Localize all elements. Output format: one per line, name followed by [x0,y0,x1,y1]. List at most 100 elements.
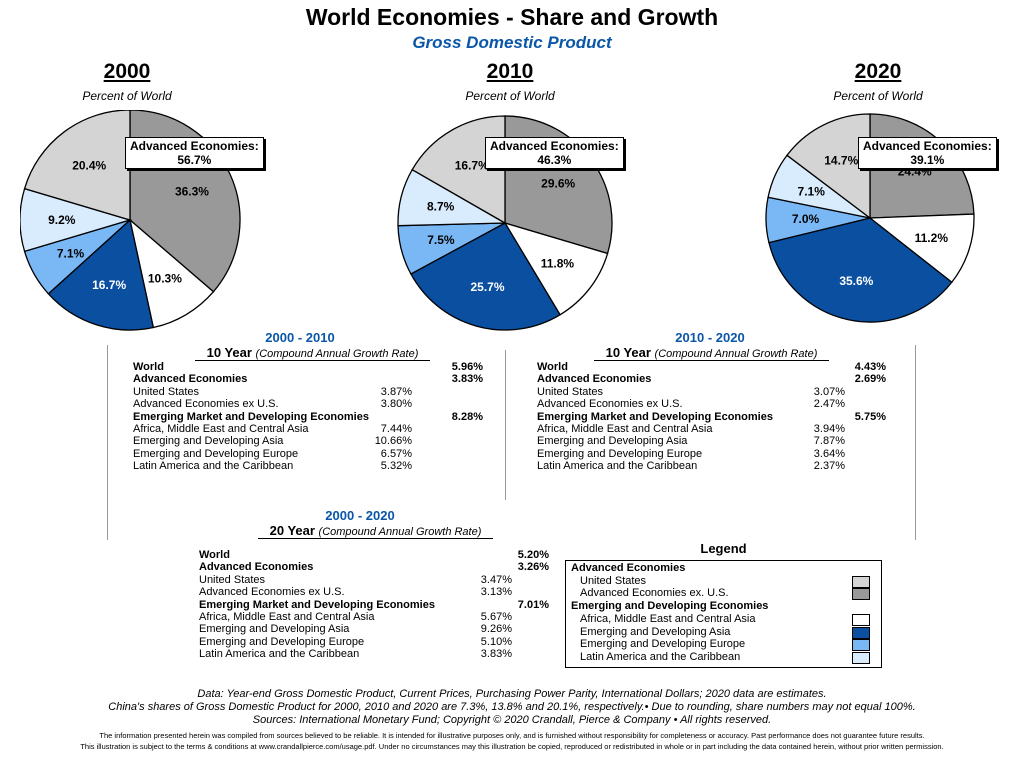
pie-slice-united-states [786,113,871,220]
pie-slice-united-states [23,110,131,221]
callout-value: 56.7% [177,153,212,167]
growth-row-label: Emerging Market and Developing Economies [537,410,773,423]
legend-label-emerging-and-developing-asia: Emerging and Developing Asia [580,625,731,638]
pie-slice-africa-middle-east-and-central-asia [128,218,215,329]
pie-label-latin-america-and-the-caribbean: 8.7% [427,200,455,214]
growth-row-value: 3.64% [813,447,845,460]
growth-row-label: Africa, Middle East and Central Asia [133,423,309,435]
growth-row-label: Emerging Market and Developing Economies [199,598,435,611]
pie-label-emerging-and-developing-asia: 35.6% [839,274,873,288]
pie-slice-africa-middle-east-and-central-asia [503,221,609,316]
growth-header-2000-2010: 10 Year (Compound Annual Growth Rate) [195,345,430,361]
legend-swatch-emerging-and-developing-asia [852,626,870,639]
growth-header-2010-2020: 10 Year (Compound Annual Growth Rate) [594,345,829,361]
pie-slice-emerging-and-developing-asia [768,217,953,323]
legend-title: Legend [700,541,747,556]
growth-row-label: Africa, Middle East and Central Asia [199,611,375,623]
growth-row-label: Emerging and Developing Europe [133,447,299,460]
callout-value: 46.3% [537,153,572,167]
growth-period-2000-2010: 2000 - 2010 [265,330,335,345]
legend-swatch-advanced-economies-ex-u-s [852,588,870,601]
legend-label-africa-middle-east-and-central-asia: Africa, Middle East and Central Asia [580,612,756,625]
legend-box: Advanced Economies United States Advanced … [565,560,882,668]
legend-label-advanced-economies-ex-u-s: Advanced Economies ex. U.S. [580,587,729,600]
header-bold: 10 Year [605,345,651,360]
growth-row-label: World [199,549,230,561]
legend-label-united-states: United States [580,574,647,587]
growth-row-label: Advanced Economies ex U.S. [199,586,345,599]
growth-row-value: 3.13% [480,586,512,599]
growth-row-label: Emerging and Developing Asia [537,435,688,448]
callout-label: Advanced Economies: [863,139,992,153]
header-italic: (Compound Annual Growth Rate) [318,526,482,538]
growth-row-label: United States [537,385,604,398]
divider-left [107,345,108,540]
growth-row-value: 3.83% [480,648,512,661]
footnote-data: Data: Year-end Gross Domestic Product, C… [197,688,827,700]
growth-row-value: 5.75% [854,410,886,423]
growth-row-value: 3.80% [380,398,412,411]
growth-row-value: 3.07% [813,385,845,398]
disclaimer-1: The information presented herein was com… [99,731,925,740]
growth-header-2000-2020: 20 Year (Compound Annual Growth Rate) [258,523,493,539]
pie-label-united-states: 14.7% [824,153,858,167]
growth-row-label: Emerging and Developing Europe [199,635,365,648]
pie-label-latin-america-and-the-caribbean: 9.2% [48,213,76,227]
pie-slice-emerging-and-developing-asia [410,222,561,331]
pie-label-advanced-economies-ex-u-s: 29.6% [541,176,575,190]
pie-label-africa-middle-east-and-central-asia: 11.2% [915,231,949,245]
legend-label-emerging-and-developing-economies: Emerging and Developing Economies [571,600,769,613]
growth-row-value: 9.26% [480,623,512,636]
growth-row-label: Africa, Middle East and Central Asia [537,423,713,435]
callout-label: Advanced Economies: [130,139,259,153]
disclaimer-2: This illustration is subject to the term… [80,742,944,751]
growth-row-value: 6.57% [380,447,412,460]
legend-label-emerging-and-developing-europe: Emerging and Developing Europe [580,638,746,651]
pie-2010-subtitle: Percent of World [465,89,555,103]
growth-row-label: World [537,361,568,373]
pie-label-united-states: 20.4% [72,158,106,172]
pie-slice-united-states [411,115,506,225]
growth-row-value: 8.28% [451,410,483,423]
legend-label-advanced-economies: Advanced Economies [571,562,686,574]
pie-2000-year: 2000 [103,60,151,83]
growth-row-label: Emerging Market and Developing Economies [133,410,369,423]
legend-swatch-emerging-and-developing-europe [852,639,870,652]
growth-row-value: 3.47% [480,573,512,586]
pie-2000-subtitle: Percent of World [82,89,172,103]
callout-label: Advanced Economies: [490,139,619,153]
page-subtitle: Gross Domestic Product [412,33,612,52]
growth-row-label: Latin America and the Caribbean [199,648,360,661]
header-italic: (Compound Annual Growth Rate) [654,348,818,360]
growth-row-value: 5.20% [517,549,549,561]
growth-row-label: Emerging and Developing Asia [199,623,350,636]
growth-row-label: United States [199,573,266,586]
legend-swatch-united-states [852,575,870,588]
pie-2000-callout: Advanced Economies: 56.7% [125,137,264,169]
pie-label-emerging-and-developing-europe: 7.1% [57,246,85,260]
growth-row-value: 4.43% [854,361,886,373]
legend-swatch-africa-middle-east-and-central-asia [852,613,870,626]
divider-right [915,345,916,540]
pie-2010-callout: Advanced Economies: 46.3% [485,137,624,169]
pie-2010-year: 2010 [486,60,534,83]
growth-period-2000-2020: 2000 - 2020 [325,508,395,523]
growth-row-label: Emerging and Developing Europe [537,447,703,460]
growth-row-label: Advanced Economies [199,561,314,574]
header-italic: (Compound Annual Growth Rate) [255,348,419,360]
growth-row-label: Advanced Economies ex U.S. [133,398,279,411]
growth-row-label: Latin America and the Caribbean [537,460,698,473]
growth-row-value: 2.37% [813,460,845,473]
growth-row-value: 7.44% [380,423,412,435]
growth-row-label: Emerging and Developing Asia [133,435,284,448]
growth-row-value: 5.32% [380,460,412,473]
footnote-china: China's shares of Gross Domestic Product… [108,701,916,713]
growth-row-value: 7.87% [813,435,845,448]
growth-row-value: 3.87% [380,385,412,398]
pie-slice-africa-middle-east-and-central-asia [868,213,975,284]
growth-row-value: 5.10% [480,635,512,648]
pie-label-advanced-economies-ex-u-s: 36.3% [175,185,209,199]
growth-row-value: 5.96% [451,361,483,373]
pie-label-africa-middle-east-and-central-asia: 10.3% [148,272,182,286]
growth-row-label: United States [133,385,200,398]
